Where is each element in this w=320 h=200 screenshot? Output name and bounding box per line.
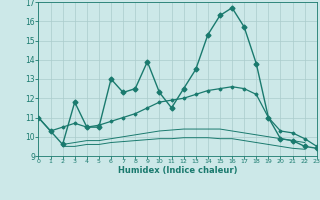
X-axis label: Humidex (Indice chaleur): Humidex (Indice chaleur) bbox=[118, 166, 237, 175]
